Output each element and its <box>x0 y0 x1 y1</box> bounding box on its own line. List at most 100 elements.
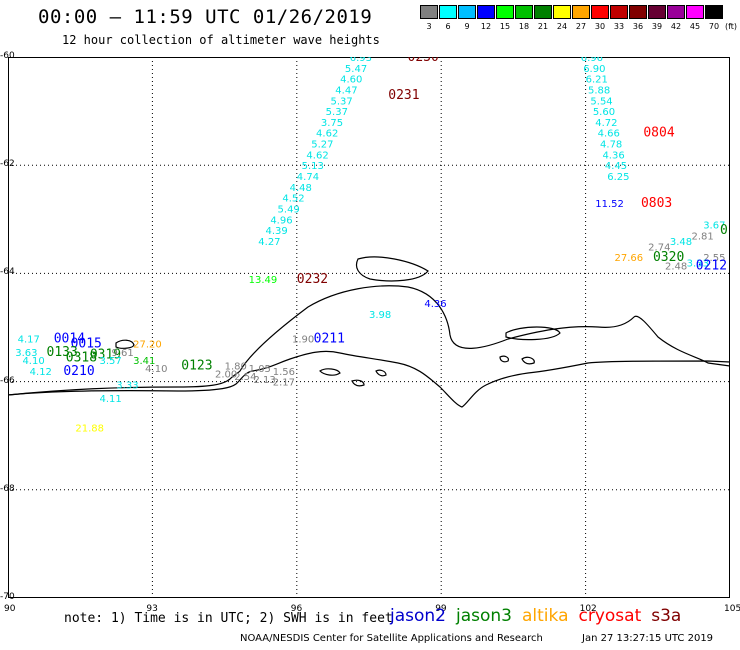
scale-swatch-15 <box>496 5 514 19</box>
swh-value: 1.80 <box>225 361 247 372</box>
scale-label-24: 24 <box>556 22 568 31</box>
scale-label-12: 12 <box>480 22 492 31</box>
swh-value: 5.13 <box>302 161 324 172</box>
swh-value: 4.48 <box>290 183 312 194</box>
lat-label--68: -68 <box>0 483 15 494</box>
swh-value: 2.55 <box>703 253 725 264</box>
swh-value: 5.37 <box>330 96 352 107</box>
swh-value: 4.11 <box>99 394 121 405</box>
scale-label-45: 45 <box>689 22 701 31</box>
swh-value: 27.66 <box>614 253 643 264</box>
scale-swatch-12 <box>477 5 495 19</box>
lon-label-102: 102 <box>579 604 597 614</box>
swh-value: 4.47 <box>335 85 357 96</box>
swh-value: 3.57 <box>99 356 121 367</box>
swh-value: 5.49 <box>278 204 300 215</box>
swh-value: 3.98 <box>369 310 391 321</box>
note-text: note: 1) Time is in UTC; 2) SWH is in fe… <box>64 611 393 626</box>
map-border <box>8 57 730 598</box>
swh-value: 2.13 <box>253 375 275 386</box>
scale-label-27: 27 <box>575 22 587 31</box>
swh-value: 3.63 <box>15 348 37 359</box>
pass-time-label: 0133 <box>47 345 78 360</box>
swh-value: 4.17 <box>18 334 40 345</box>
lat-label--70: -70 <box>0 592 15 602</box>
scale-swatch-33 <box>610 5 628 19</box>
swh-value: 4.10 <box>22 356 44 367</box>
swh-value: 2.54 <box>234 372 256 383</box>
swh-value: 9.61 <box>111 348 133 359</box>
scale-swatch-70 <box>705 5 723 19</box>
scale-label-18: 18 <box>518 22 530 31</box>
swh-value: 3.48 <box>670 237 692 248</box>
islet-5 <box>499 355 509 363</box>
swh-value: 13.49 <box>249 275 278 286</box>
pass-time-label: 0231 <box>388 88 419 103</box>
swh-value: 4.27 <box>258 237 280 248</box>
pass-time-label: 0123 <box>181 358 212 373</box>
swh-value: 3.75 <box>321 118 343 129</box>
map-frame: 6.935.474.604.475.375.373.754.625.274.62… <box>8 57 730 598</box>
swh-value: 4.62 <box>316 129 338 140</box>
scale-swatch-42 <box>667 5 685 19</box>
swh-value: 3.67 <box>703 221 725 232</box>
island-west <box>115 339 135 349</box>
lat-label--62: -62 <box>0 159 15 170</box>
pass-time-label: 0014 <box>54 331 85 346</box>
swh-value: 4.45 <box>605 161 627 172</box>
swh-value: 5.47 <box>345 64 367 75</box>
scale-label-33: 33 <box>613 22 625 31</box>
scale-swatch-36 <box>629 5 647 19</box>
swh-value: 5.27 <box>311 140 333 151</box>
swh-value: 6.93 <box>350 57 372 64</box>
timestamp: Jan 27 13:27:15 UTC 2019 <box>582 633 714 644</box>
islet-3 <box>375 369 387 377</box>
lon-label-90: 90 <box>4 604 16 614</box>
swh-value: 2.48 <box>665 261 687 272</box>
swh-value: 4.12 <box>30 367 52 378</box>
scale-swatch-21 <box>534 5 552 19</box>
pass-time-label: 0803 <box>641 196 672 211</box>
swh-value: 6.96 <box>581 57 603 64</box>
scale-label-39: 39 <box>651 22 663 31</box>
map-subtitle: 12 hour collection of altimeter wave hei… <box>62 33 380 47</box>
swh-value: 4.78 <box>600 140 622 151</box>
swh-value: 3.33 <box>687 259 709 270</box>
legend-jason2: jason2 <box>390 606 446 626</box>
swh-value: 2.17 <box>273 378 295 389</box>
satellite-legend: jason2 jason3 altika cryosat s3a <box>390 606 691 626</box>
swh-value: 4.62 <box>306 150 328 161</box>
swh-value: 5.54 <box>590 96 612 107</box>
island-east <box>505 326 561 341</box>
scale-label-6: 6 <box>445 22 451 31</box>
lon-label-105: 105 <box>724 604 740 614</box>
swh-value: 4.96 <box>270 215 292 226</box>
scale-swatch-3 <box>420 5 438 19</box>
scale-label-21: 21 <box>537 22 549 31</box>
swh-value: 1.90 <box>292 334 314 345</box>
swh-value: 5.60 <box>593 107 615 118</box>
lat-label--64: -64 <box>0 267 15 278</box>
swh-value: 2.81 <box>691 232 713 243</box>
islet-2 <box>351 379 365 387</box>
scale-swatch-30 <box>591 5 609 19</box>
swh-value: 5.88 <box>588 85 610 96</box>
pass-time-label: 0210 <box>63 364 94 379</box>
coastline-main <box>8 285 730 396</box>
coastline-lower <box>8 350 730 408</box>
swh-value: 4.52 <box>282 194 304 205</box>
pass-time-label: 0015 <box>71 337 102 352</box>
swh-value: 4.66 <box>598 129 620 140</box>
altimeter-values: 6.935.474.604.475.375.373.754.625.274.62… <box>258 57 629 248</box>
swh-value: 3.33 <box>116 380 138 391</box>
island-north <box>355 256 429 282</box>
scale-label-15: 15 <box>499 22 511 31</box>
scale-swatch-27 <box>572 5 590 19</box>
scale-unit: (ft) <box>725 22 738 31</box>
pass-time-label: 0211 <box>314 331 345 346</box>
scale-label-3: 3 <box>426 22 432 31</box>
pass-time-label: 0232 <box>297 272 328 287</box>
swh-value: 6.90 <box>583 64 605 75</box>
swh-value: 27.20 <box>133 340 162 351</box>
map-title: 00:00 – 11:59 UTC 01/26/2019 <box>38 6 373 28</box>
